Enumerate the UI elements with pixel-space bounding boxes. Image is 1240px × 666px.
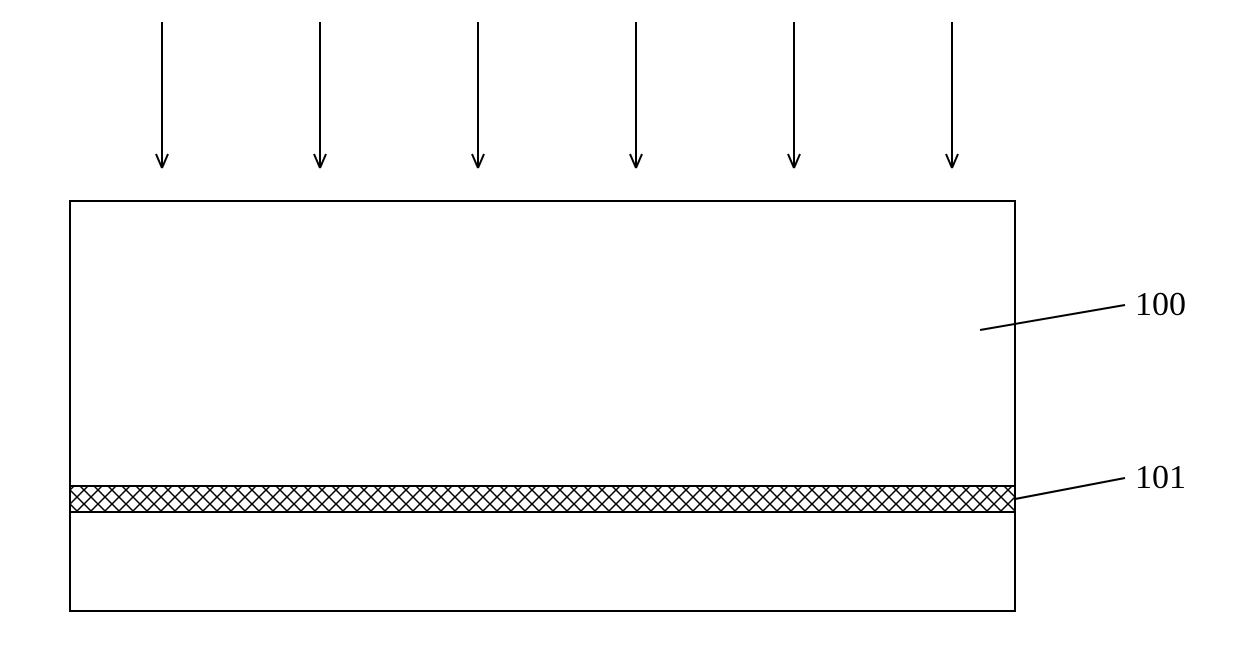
arrow-group: [156, 22, 958, 168]
implant-layer-rect: [70, 486, 1015, 512]
down-arrow-icon: [156, 22, 168, 168]
label-substrate: 100: [1135, 286, 1186, 323]
down-arrow-icon: [314, 22, 326, 168]
down-arrow-icon: [630, 22, 642, 168]
down-arrow-icon: [946, 22, 958, 168]
down-arrow-icon: [788, 22, 800, 168]
diagram-canvas: 100 101: [0, 0, 1240, 666]
leader-line: [1015, 478, 1125, 499]
substrate-rect: [70, 201, 1015, 611]
label-layer: 101: [1135, 459, 1186, 496]
down-arrow-icon: [472, 22, 484, 168]
